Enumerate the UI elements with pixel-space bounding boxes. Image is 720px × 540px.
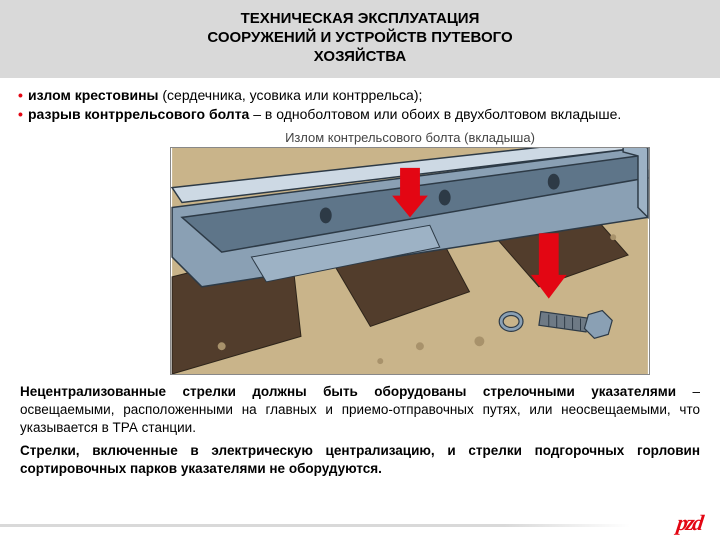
paragraph-2: Стрелки, включенные в электрическую цент… xyxy=(20,442,700,478)
bullet-1-rest: (сердечника, усовика или контррельса); xyxy=(162,87,422,103)
title-line-1: ТЕХНИЧЕСКАЯ ЭКСПЛУАТАЦИЯ xyxy=(20,10,700,29)
bullet-list: излом крестовины (сердечника, усовика ил… xyxy=(0,78,720,130)
body-paragraphs: Нецентрализованные стрелки должны быть о… xyxy=(0,375,720,478)
rzd-logo: pzd xyxy=(676,510,704,536)
title-line-3: ХОЗЯЙСТВА xyxy=(20,48,700,67)
figure-illustration xyxy=(170,147,650,375)
bullet-2-bold: разрыв контррельсового болта xyxy=(28,106,253,122)
title-line-2: СООРУЖЕНИЙ И УСТРОЙСТВ ПУТЕВОГО xyxy=(20,29,700,48)
footer-stripe xyxy=(0,524,630,527)
figure-caption: Излом контрельсового болта (вкладыша) xyxy=(0,130,720,145)
paragraph-1-bold: Нецентрализованные стрелки должны быть о… xyxy=(20,384,676,399)
figure-block: Излом контрельсового болта (вкладыша) xyxy=(0,130,720,375)
title-band: ТЕХНИЧЕСКАЯ ЭКСПЛУАТАЦИЯ СООРУЖЕНИЙ И УС… xyxy=(0,0,720,78)
bullet-2-rest: – в одноболтовом или обоих в двухболтово… xyxy=(253,106,621,122)
bullet-item-2: разрыв контррельсового болта – в однобол… xyxy=(18,105,702,124)
footer: pzd xyxy=(0,508,720,532)
paragraph-2-text: Стрелки, включенные в электрическую цент… xyxy=(20,443,700,476)
bullet-1-bold: излом крестовины xyxy=(28,87,162,103)
bullet-item-1: излом крестовины (сердечника, усовика ил… xyxy=(18,86,702,105)
paragraph-1: Нецентрализованные стрелки должны быть о… xyxy=(20,383,700,438)
